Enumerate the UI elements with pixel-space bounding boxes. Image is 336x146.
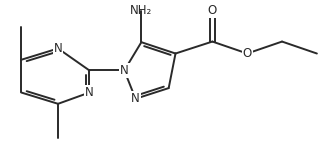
Text: NH₂: NH₂ [130, 4, 153, 17]
Text: O: O [243, 47, 252, 60]
Text: N: N [54, 42, 62, 55]
Text: O: O [208, 4, 217, 17]
Text: N: N [131, 92, 140, 105]
Text: N: N [85, 86, 94, 99]
Text: N: N [120, 64, 129, 77]
